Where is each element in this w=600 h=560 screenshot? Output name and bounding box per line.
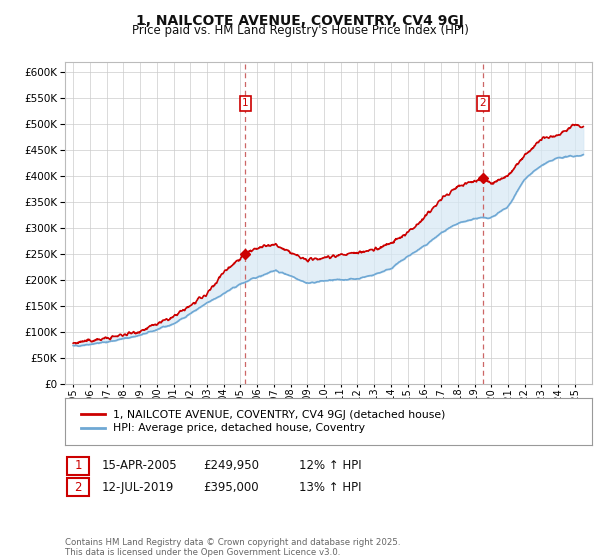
Text: 12-JUL-2019: 12-JUL-2019: [102, 480, 175, 494]
Text: 1, NAILCOTE AVENUE, COVENTRY, CV4 9GJ: 1, NAILCOTE AVENUE, COVENTRY, CV4 9GJ: [136, 14, 464, 28]
Text: 1: 1: [242, 99, 249, 109]
Text: 15-APR-2005: 15-APR-2005: [102, 459, 178, 473]
Text: Contains HM Land Registry data © Crown copyright and database right 2025.
This d: Contains HM Land Registry data © Crown c…: [65, 538, 400, 557]
Text: £249,950: £249,950: [203, 459, 259, 473]
Text: Price paid vs. HM Land Registry's House Price Index (HPI): Price paid vs. HM Land Registry's House …: [131, 24, 469, 37]
Text: £395,000: £395,000: [203, 480, 259, 494]
Legend: 1, NAILCOTE AVENUE, COVENTRY, CV4 9GJ (detached house), HPI: Average price, deta: 1, NAILCOTE AVENUE, COVENTRY, CV4 9GJ (d…: [76, 404, 451, 438]
Text: 12% ↑ HPI: 12% ↑ HPI: [299, 459, 361, 473]
Text: 1: 1: [74, 459, 82, 473]
Text: 2: 2: [74, 480, 82, 494]
Text: 2: 2: [479, 99, 486, 109]
Text: 13% ↑ HPI: 13% ↑ HPI: [299, 480, 361, 494]
